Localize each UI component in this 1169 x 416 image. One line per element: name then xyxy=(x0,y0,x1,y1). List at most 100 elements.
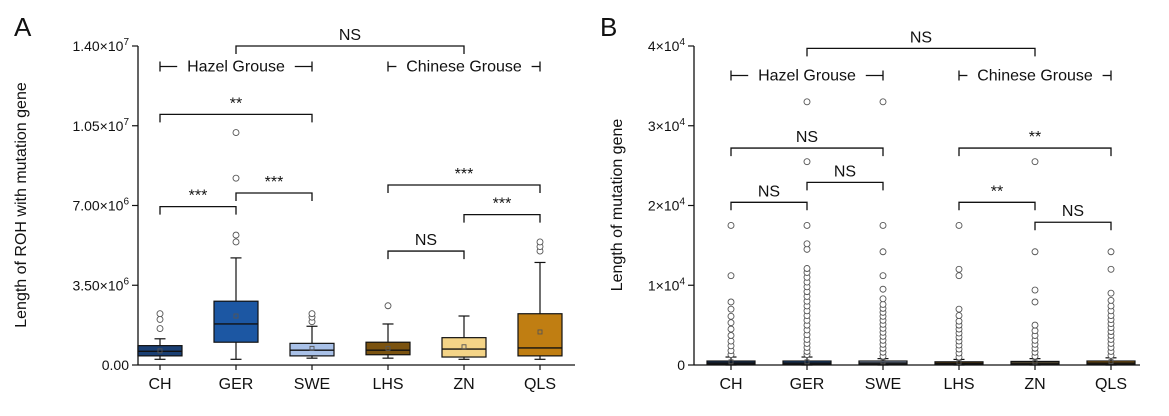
outlier-point xyxy=(1031,321,1039,329)
panel-label-a: A xyxy=(14,12,32,42)
outlier-point xyxy=(232,129,240,137)
significance-label: *** xyxy=(493,196,512,213)
box-qls xyxy=(1086,248,1136,366)
x-tick-label-ger: GER xyxy=(790,376,825,393)
group-label-text: Hazel Grouse xyxy=(758,68,856,85)
outlier-point xyxy=(803,221,811,229)
x-tick-label-qls: QLS xyxy=(1095,376,1127,393)
y-tick-label: 0.00 xyxy=(102,357,129,373)
outlier-point xyxy=(955,221,963,229)
group-label-text: Hazel Grouse xyxy=(187,59,285,76)
box-mean-marker xyxy=(309,345,315,351)
y-tick-label: 7.00×106 xyxy=(72,197,129,214)
outlier-point xyxy=(1107,265,1115,273)
significance-label: NS xyxy=(415,232,437,249)
outlier-point xyxy=(727,298,735,306)
group-label-text: Chinese Grouse xyxy=(977,68,1093,85)
outlier-point xyxy=(232,238,240,246)
x-tick-label-zn: ZN xyxy=(453,376,474,393)
outlier-point xyxy=(727,272,735,280)
significance-bracket: NS xyxy=(730,183,808,211)
x-tick-label-zn: ZN xyxy=(1024,376,1045,393)
outlier-point xyxy=(955,317,963,325)
significance-label: NS xyxy=(758,183,780,200)
y-tick-label: 3×104 xyxy=(648,117,686,134)
outlier-point xyxy=(879,285,887,293)
significance-bracket-line xyxy=(958,201,1036,211)
box-iqr xyxy=(365,341,411,356)
outlier-point xyxy=(879,295,887,303)
group-label: Chinese Grouse xyxy=(387,59,541,76)
x-tick-label-lhs: LHS xyxy=(943,376,974,393)
chart-panel-a: 0.00 3.50×106 7.00×106 1.05×107 1.40×107 Leng… xyxy=(13,27,575,393)
significance-label: ** xyxy=(1029,129,1041,146)
outlier-point xyxy=(727,319,735,327)
significance-bracket-line xyxy=(235,45,465,54)
outlier-point xyxy=(1107,296,1115,304)
x-tick-label-swe: SWE xyxy=(865,376,901,393)
outlier-point xyxy=(879,221,887,229)
outlier-point xyxy=(232,231,240,239)
box-zn xyxy=(1010,158,1060,366)
outlier-point xyxy=(1031,286,1039,294)
significance-bracket-line xyxy=(159,113,313,123)
outlier-point xyxy=(879,272,887,280)
significance-bracket: *** xyxy=(387,166,541,193)
significance-label: NS xyxy=(339,27,361,44)
outlier-point xyxy=(232,174,240,182)
significance-bracket: NS xyxy=(806,29,1036,57)
box-ger xyxy=(782,98,832,366)
outlier-point xyxy=(803,158,811,166)
outlier-point xyxy=(1031,298,1039,306)
box-lhs xyxy=(365,302,411,359)
significance-bracket-line xyxy=(463,213,541,223)
outlier-point xyxy=(727,325,735,333)
chart-panel-b: 0 1×104 2×104 3×104 4×104 Length of mutation … xyxy=(609,29,1140,393)
group-label: Chinese Grouse xyxy=(958,68,1112,85)
x-tick-label-swe: SWE xyxy=(294,376,330,393)
x-tick-label-ger: GER xyxy=(219,376,254,393)
significance-label: *** xyxy=(455,166,474,183)
box-mean-marker xyxy=(880,359,886,365)
y-tick-label: 1×104 xyxy=(648,276,686,293)
significance-label: ** xyxy=(230,95,242,112)
outlier-point xyxy=(727,312,735,320)
significance-bracket: *** xyxy=(235,174,313,201)
outlier-point xyxy=(955,265,963,273)
y-axis-title: Length of ROH with mutation gene xyxy=(13,82,30,328)
significance-label: *** xyxy=(265,174,284,191)
outlier-point xyxy=(1031,158,1039,166)
box-mean-marker xyxy=(728,359,734,365)
significance-bracket: NS xyxy=(1034,203,1112,231)
box-mean-marker xyxy=(804,359,810,365)
box-lhs xyxy=(934,221,984,366)
group-label-text: Chinese Grouse xyxy=(406,59,522,76)
x-tick-label-qls: QLS xyxy=(524,376,556,393)
box-iqr xyxy=(441,337,487,358)
significance-bracket-line xyxy=(806,47,1036,57)
significance-bracket-line xyxy=(806,181,884,191)
box-ch xyxy=(137,310,183,360)
panel-label-b: B xyxy=(600,12,617,42)
significance-bracket-line xyxy=(730,201,808,211)
significance-bracket: *** xyxy=(159,188,237,215)
outlier-point xyxy=(727,332,735,339)
outlier-point xyxy=(1031,248,1039,256)
outlier-point xyxy=(727,337,735,345)
box-qls xyxy=(517,238,563,360)
box-ger xyxy=(213,129,259,360)
y-axis-title: Length of mutation gene xyxy=(609,119,626,292)
box-iqr xyxy=(213,300,259,343)
y-tick-label: 1.40×107 xyxy=(72,37,129,54)
box-mean-marker xyxy=(385,345,391,351)
box-mean-marker xyxy=(1108,359,1114,365)
outlier-point xyxy=(156,325,164,332)
box-ch xyxy=(706,221,756,366)
significance-label: ** xyxy=(991,183,1003,200)
significance-bracket-line xyxy=(387,184,541,193)
outlier-point xyxy=(156,315,164,323)
box-swe xyxy=(289,310,335,359)
outlier-point xyxy=(879,248,887,256)
outlier-point xyxy=(803,98,811,106)
